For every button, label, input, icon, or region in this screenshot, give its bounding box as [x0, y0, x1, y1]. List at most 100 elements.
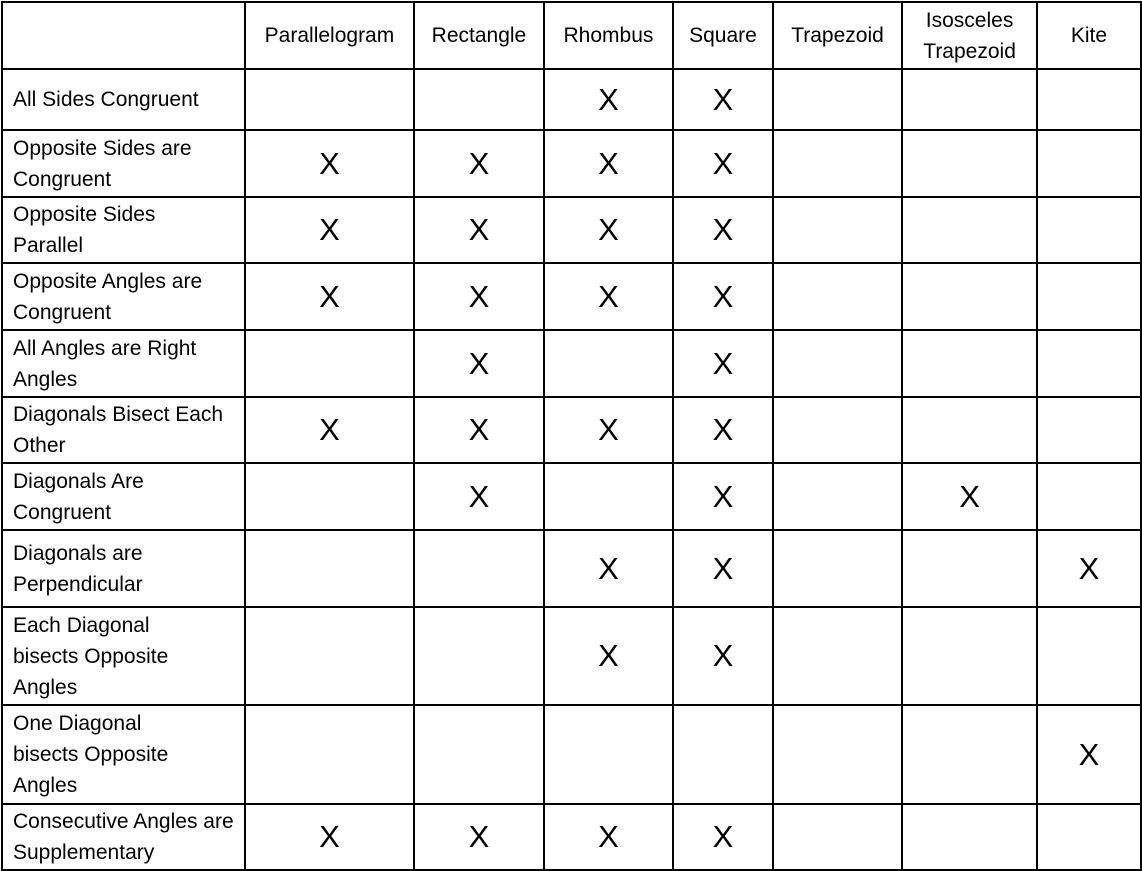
corner-cell: [1, 1, 246, 70]
check-mark-cell: X: [672, 262, 774, 331]
column-header-rectangle: Rectangle: [413, 1, 545, 70]
check-mark-cell: X: [542, 129, 675, 198]
empty-cell: [1035, 262, 1142, 331]
check-mark-cell: X: [413, 329, 545, 398]
empty-cell: [542, 704, 675, 805]
table-row: Diagonals Are Congruent X X X: [1, 462, 1142, 531]
check-mark-cell: X: [542, 262, 675, 331]
row-label: Diagonals Are Congruent: [1, 462, 246, 531]
column-header-kite: Kite: [1035, 1, 1142, 70]
check-mark-cell: X: [542, 396, 675, 464]
check-mark-cell: X: [243, 396, 416, 464]
empty-cell: [1035, 68, 1142, 131]
check-mark-cell: X: [243, 129, 416, 198]
check-mark-cell: X: [901, 462, 1038, 531]
empty-cell: [1035, 129, 1142, 198]
empty-cell: [901, 803, 1038, 871]
empty-cell: [1035, 606, 1142, 706]
table-row: Each Diagonal bisects Opposite Angles X X: [1, 606, 1142, 706]
table-row: Diagonals Bisect Each Other X X X X: [1, 396, 1142, 464]
empty-cell: [771, 529, 904, 608]
check-mark-cell: X: [413, 803, 545, 871]
empty-cell: [771, 704, 904, 805]
check-mark-cell: X: [542, 68, 675, 131]
empty-cell: [771, 196, 904, 264]
check-mark-cell: X: [542, 606, 675, 706]
check-mark-cell: X: [413, 196, 545, 264]
empty-cell: [901, 129, 1038, 198]
empty-cell: [243, 68, 416, 131]
empty-cell: [1035, 396, 1142, 464]
column-header-isosceles-trapezoid: Isosceles Trapezoid: [901, 1, 1038, 70]
check-mark-cell: X: [542, 803, 675, 871]
empty-cell: [243, 606, 416, 706]
empty-cell: [771, 803, 904, 871]
empty-cell: [901, 606, 1038, 706]
row-label: Opposite Sides are Congruent: [1, 129, 246, 198]
empty-cell: [771, 262, 904, 331]
header-row: Parallelogram Rectangle Rhombus Square Trape…: [1, 1, 1142, 70]
empty-cell: [413, 68, 545, 131]
column-header-parallelogram: Parallelogram: [243, 1, 416, 70]
table-row: Consecutive Angles are Supplementary X X X X: [1, 803, 1142, 871]
check-mark-cell: X: [672, 68, 774, 131]
table-row: Diagonals are Perpendicular X X X: [1, 529, 1142, 608]
empty-cell: [542, 462, 675, 531]
check-mark-cell: X: [672, 606, 774, 706]
empty-cell: [771, 606, 904, 706]
check-mark-cell: X: [542, 529, 675, 608]
row-label: All Angles are Right Angles: [1, 329, 246, 398]
check-mark-cell: X: [413, 129, 545, 198]
column-header-square: Square: [672, 1, 774, 70]
empty-cell: [1035, 803, 1142, 871]
empty-cell: [243, 704, 416, 805]
empty-cell: [542, 329, 675, 398]
row-label: Diagonals Bisect Each Other: [1, 396, 246, 464]
check-mark-cell: X: [672, 329, 774, 398]
empty-cell: [1035, 462, 1142, 531]
empty-cell: [901, 329, 1038, 398]
check-mark-cell: X: [542, 196, 675, 264]
empty-cell: [413, 606, 545, 706]
check-mark-cell: X: [672, 129, 774, 198]
check-mark-cell: X: [243, 262, 416, 331]
empty-cell: [771, 329, 904, 398]
table-row: All Angles are Right Angles X X: [1, 329, 1142, 398]
empty-cell: [901, 396, 1038, 464]
check-mark-cell: X: [413, 462, 545, 531]
check-mark-cell: X: [413, 396, 545, 464]
check-mark-cell: X: [243, 196, 416, 264]
check-mark-cell: X: [1035, 704, 1142, 805]
table-row: Opposite Sides are Congruent X X X X: [1, 129, 1142, 198]
check-mark-cell: X: [672, 462, 774, 531]
row-label: Diagonals are Perpendicular: [1, 529, 246, 608]
empty-cell: [413, 704, 545, 805]
empty-cell: [901, 529, 1038, 608]
row-label: Opposite Angles are Congruent: [1, 262, 246, 331]
row-label: One Diagonal bisects Opposite Angles: [1, 704, 246, 805]
empty-cell: [1035, 196, 1142, 264]
check-mark-cell: X: [672, 529, 774, 608]
column-header-trapezoid: Trapezoid: [771, 1, 904, 70]
check-mark-cell: X: [672, 803, 774, 871]
check-mark-cell: X: [1035, 529, 1142, 608]
empty-cell: [243, 329, 416, 398]
row-label: All Sides Congruent: [1, 68, 246, 131]
empty-cell: [771, 396, 904, 464]
empty-cell: [771, 68, 904, 131]
empty-cell: [243, 462, 416, 531]
check-mark-cell: X: [672, 196, 774, 264]
column-header-rhombus: Rhombus: [542, 1, 675, 70]
check-mark-cell: X: [672, 396, 774, 464]
empty-cell: [901, 68, 1038, 131]
empty-cell: [672, 704, 774, 805]
row-label: Each Diagonal bisects Opposite Angles: [1, 606, 246, 706]
empty-cell: [413, 529, 545, 608]
table-row: Opposite Angles are Congruent X X X X: [1, 262, 1142, 331]
row-label: Consecutive Angles are Supplementary: [1, 803, 246, 871]
check-mark-cell: X: [243, 803, 416, 871]
table-row: All Sides Congruent X X: [1, 68, 1142, 131]
check-mark-cell: X: [413, 262, 545, 331]
row-label: Opposite Sides Parallel: [1, 196, 246, 264]
